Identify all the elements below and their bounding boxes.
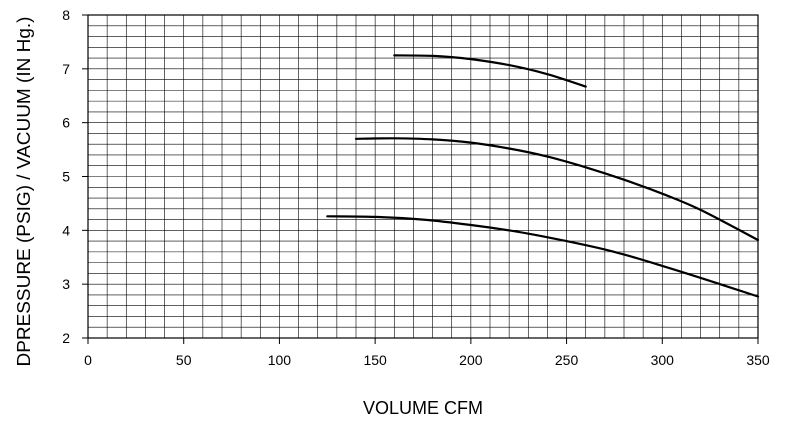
y-tick-label: 6 bbox=[62, 115, 70, 131]
x-axis-title: VOLUME CFM bbox=[363, 398, 483, 418]
x-axis-ticks: 0 50 100 150 200 250 300 350 bbox=[84, 338, 770, 368]
x-tick-label: 300 bbox=[651, 352, 675, 368]
y-tick-label: 7 bbox=[62, 61, 70, 77]
x-tick-label: 0 bbox=[84, 352, 92, 368]
y-axis-ticks: 2 3 4 5 6 7 8 bbox=[62, 7, 88, 346]
x-tick-label: 100 bbox=[268, 352, 292, 368]
y-tick-label: 2 bbox=[62, 330, 70, 346]
y-tick-label: 3 bbox=[62, 276, 70, 292]
series-line-1 bbox=[393, 54, 587, 88]
y-tick-label: 5 bbox=[62, 169, 70, 185]
x-tick-label: 250 bbox=[555, 352, 579, 368]
x-tick-label: 350 bbox=[746, 352, 770, 368]
x-tick-label: 150 bbox=[363, 352, 387, 368]
plot-grid bbox=[87, 14, 759, 339]
y-tick-label: 4 bbox=[62, 222, 70, 238]
x-tick-label: 200 bbox=[459, 352, 483, 368]
series-group bbox=[326, 54, 760, 298]
series-line-2 bbox=[354, 137, 760, 242]
y-tick-label: 8 bbox=[62, 7, 70, 23]
x-tick-label: 50 bbox=[176, 352, 192, 368]
y-axis-title: DPRESSURE (PSIG) / VACUUM (IN Hg.) bbox=[14, 17, 34, 367]
series-line-3 bbox=[326, 215, 760, 298]
